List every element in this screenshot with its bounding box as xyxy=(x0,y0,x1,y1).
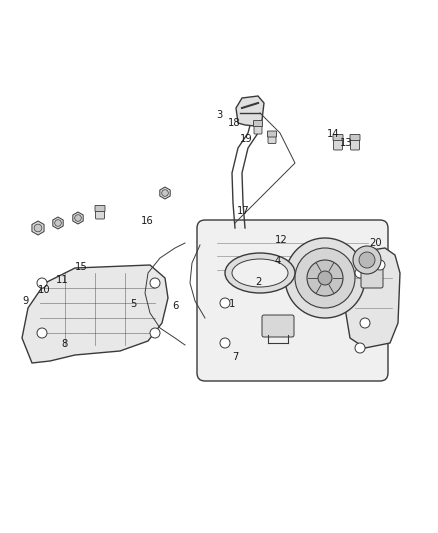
Text: 20: 20 xyxy=(370,238,382,247)
FancyBboxPatch shape xyxy=(333,134,343,141)
Circle shape xyxy=(162,190,168,196)
Text: 3: 3 xyxy=(216,110,222,119)
FancyBboxPatch shape xyxy=(262,315,294,337)
Text: 8: 8 xyxy=(62,339,68,349)
Text: 17: 17 xyxy=(237,206,250,215)
Text: 2: 2 xyxy=(255,278,261,287)
Circle shape xyxy=(37,328,47,338)
Polygon shape xyxy=(160,187,170,199)
Ellipse shape xyxy=(232,259,288,287)
Text: 9: 9 xyxy=(22,296,28,306)
Circle shape xyxy=(150,328,160,338)
Circle shape xyxy=(295,248,355,308)
Text: 14: 14 xyxy=(327,130,339,139)
FancyBboxPatch shape xyxy=(95,207,105,219)
Circle shape xyxy=(34,224,42,232)
Text: 11: 11 xyxy=(56,275,69,285)
Circle shape xyxy=(220,338,230,348)
FancyBboxPatch shape xyxy=(361,268,383,288)
Text: 16: 16 xyxy=(141,216,154,226)
Text: 19: 19 xyxy=(240,134,253,143)
Polygon shape xyxy=(344,248,400,348)
Polygon shape xyxy=(32,221,44,235)
Circle shape xyxy=(37,278,47,288)
FancyBboxPatch shape xyxy=(333,136,343,150)
Text: 4: 4 xyxy=(275,256,281,266)
Text: 12: 12 xyxy=(275,235,288,245)
Text: 13: 13 xyxy=(340,138,352,148)
Circle shape xyxy=(360,318,370,328)
Circle shape xyxy=(150,278,160,288)
Circle shape xyxy=(353,246,381,274)
Circle shape xyxy=(220,298,230,308)
Text: 7: 7 xyxy=(233,352,239,362)
Circle shape xyxy=(75,215,81,221)
Circle shape xyxy=(355,268,365,278)
Polygon shape xyxy=(22,265,168,363)
Text: 10: 10 xyxy=(38,286,50,295)
Text: 18: 18 xyxy=(228,118,240,127)
Circle shape xyxy=(355,343,365,353)
Polygon shape xyxy=(73,212,83,224)
Ellipse shape xyxy=(225,253,295,293)
Circle shape xyxy=(359,252,375,268)
Text: 5: 5 xyxy=(131,299,137,309)
Circle shape xyxy=(55,220,61,227)
Circle shape xyxy=(307,260,343,296)
FancyBboxPatch shape xyxy=(254,120,262,126)
Text: 1: 1 xyxy=(229,299,235,309)
FancyBboxPatch shape xyxy=(350,134,360,141)
FancyBboxPatch shape xyxy=(95,206,105,212)
Circle shape xyxy=(375,260,385,270)
FancyBboxPatch shape xyxy=(197,220,388,381)
FancyBboxPatch shape xyxy=(268,131,276,137)
Polygon shape xyxy=(236,96,264,126)
Text: 6: 6 xyxy=(172,302,178,311)
Circle shape xyxy=(285,238,365,318)
Polygon shape xyxy=(53,217,63,229)
Text: 15: 15 xyxy=(75,262,88,271)
FancyBboxPatch shape xyxy=(350,136,360,150)
FancyBboxPatch shape xyxy=(268,133,276,143)
Circle shape xyxy=(318,271,332,285)
FancyBboxPatch shape xyxy=(254,122,262,134)
